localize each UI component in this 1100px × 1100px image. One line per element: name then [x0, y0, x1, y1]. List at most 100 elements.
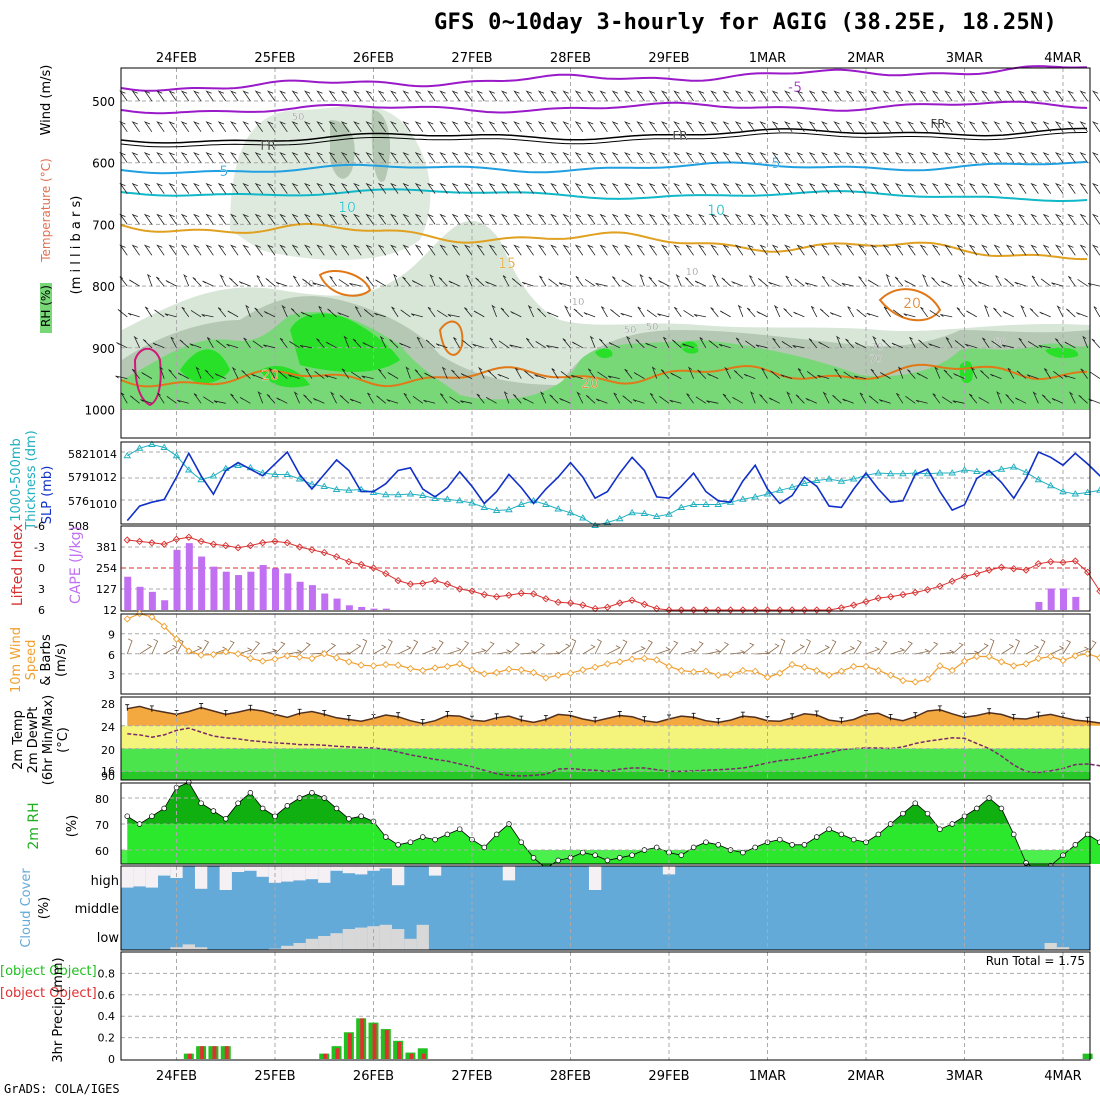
- contour-label: 50: [646, 322, 659, 333]
- wind10-barb: [1025, 644, 1040, 655]
- wind-barb: [648, 152, 658, 163]
- wind-barb: [624, 152, 633, 163]
- wind-barb: [242, 213, 251, 225]
- date-label-bottom: 26FEB: [353, 1069, 394, 1084]
- wind10-barb: [582, 644, 596, 655]
- wind-barb: [833, 213, 842, 225]
- wind-barb: [427, 213, 436, 225]
- wind-barb: [660, 152, 670, 163]
- wind-barb: [907, 244, 916, 256]
- wind-barb: [1091, 338, 1100, 349]
- thickness-marker: [849, 475, 858, 482]
- wind-barb: [251, 373, 263, 379]
- wind-barb: [414, 152, 424, 163]
- lifted-index-marker: [936, 582, 944, 590]
- wind-barb: [685, 121, 694, 133]
- wind-barb: [1092, 152, 1100, 163]
- rh2m-area: [127, 782, 1100, 871]
- wind10-speed-marker: [443, 662, 452, 671]
- wind10-barb: [939, 649, 956, 655]
- dewpoint-line: [127, 727, 1100, 777]
- wind-barb: [156, 152, 165, 163]
- rh2m-marker: [875, 831, 882, 838]
- rh2m-marker: [998, 805, 1005, 812]
- wind10-speed-marker: [825, 671, 833, 679]
- wind-barb: [550, 182, 559, 194]
- wind-barb: [843, 371, 854, 379]
- wind-barb: [267, 244, 276, 256]
- wind-barb: [488, 121, 497, 133]
- wind-barb: [697, 369, 707, 379]
- wind-barb: [328, 90, 337, 102]
- wind10-label: & Barbs: [39, 634, 54, 686]
- cape-bar: [358, 606, 366, 610]
- wind-barb: [117, 309, 128, 318]
- wind-barb: [993, 307, 1002, 318]
- wind-barb: [805, 398, 817, 404]
- wind-barb: [193, 90, 202, 102]
- wind-barb: [624, 244, 633, 256]
- wind-barb: [254, 90, 264, 102]
- wind10-barb: [545, 651, 561, 655]
- temp-band-green: [121, 748, 1090, 772]
- wind-barb: [410, 313, 423, 318]
- wind-barb: [1079, 213, 1088, 225]
- wind-barb: [722, 213, 731, 225]
- wind-barb: [829, 312, 842, 318]
- date-label-bottom: 24FEB: [156, 1069, 197, 1084]
- wind-barb: [952, 400, 965, 404]
- rh2m-marker: [395, 842, 401, 848]
- thickness-marker: [185, 466, 193, 473]
- lifted-index-marker: [960, 572, 969, 581]
- lifted-index-marker: [628, 596, 636, 604]
- wind-barb: [759, 394, 768, 404]
- rh2m-marker: [333, 805, 340, 812]
- wind-barb: [192, 277, 202, 287]
- wind-barb: [349, 398, 362, 404]
- wind-barb: [613, 392, 621, 404]
- temp-minmax-tick: [937, 705, 942, 712]
- wind-barb: [1079, 244, 1088, 256]
- thickness-marker: [332, 485, 341, 492]
- cape-bar: [1047, 588, 1055, 610]
- wind-barb: [266, 121, 276, 133]
- wind-barb: [204, 369, 214, 379]
- wind10-speed-marker: [480, 670, 488, 678]
- wind-barb: [796, 90, 805, 102]
- wind-barb: [797, 368, 805, 379]
- wind-barb: [759, 152, 768, 163]
- cloud-low-bar: [330, 933, 343, 950]
- wind-barb: [866, 312, 879, 318]
- lifted-index-marker: [702, 606, 710, 614]
- wind-barb: [159, 366, 165, 379]
- wind-barb: [119, 152, 128, 163]
- temp2m-tick: 24: [101, 721, 115, 734]
- rh-label: RH (%): [39, 285, 53, 327]
- wind-barb: [904, 280, 916, 287]
- cloud-high-bar: [588, 866, 602, 890]
- wind-barb: [1030, 213, 1039, 225]
- cape-panel: -6 -3 0 3 6 381 254 127 12 Lifted Index CAPE (J/kg…: [10, 520, 1100, 617]
- wind-barb: [747, 244, 756, 256]
- thickness-marker: [997, 465, 1006, 472]
- lifted-index-marker: [923, 586, 932, 594]
- wind-barb: [226, 343, 239, 349]
- wind10-speed-marker: [862, 662, 870, 671]
- wind-barb: [1092, 244, 1100, 256]
- wind10-speed-marker: [529, 668, 538, 677]
- wind-barb: [414, 213, 424, 225]
- wind-barb: [624, 121, 633, 133]
- lifted-index-marker: [899, 590, 907, 599]
- wind-barb: [747, 90, 756, 102]
- wind-barb: [1076, 312, 1088, 318]
- wind-barb: [856, 309, 867, 318]
- wind-barb: [685, 244, 694, 256]
- wind-barb: [885, 273, 891, 287]
- wind-barb: [316, 182, 325, 194]
- wind-barb: [155, 276, 165, 287]
- wind-barb: [312, 282, 325, 287]
- wind-barb: [238, 281, 251, 287]
- wind-barb: [340, 213, 350, 225]
- wind-barb: [977, 281, 990, 287]
- wind-barb: [943, 369, 953, 379]
